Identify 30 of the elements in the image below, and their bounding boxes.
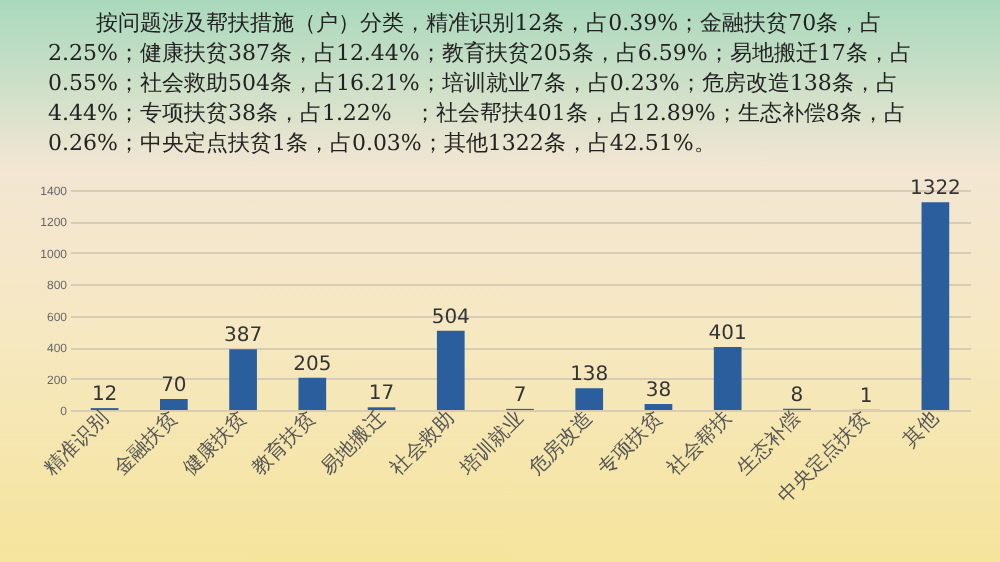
data-label: 401 — [708, 322, 747, 345]
bar — [229, 349, 257, 410]
x-tick-label: 危房改造 — [524, 406, 598, 481]
data-label: 8 — [790, 384, 804, 407]
x-tick-label: 其他 — [898, 406, 944, 452]
bar — [160, 399, 188, 410]
x-tick-label: 易地搬迁 — [316, 406, 391, 481]
data-label: 12 — [91, 384, 118, 407]
bar — [575, 388, 604, 410]
bar — [713, 346, 742, 410]
chart-title: 按问题涉及帮扶措施（户）分类，精准识别12条，占0.39%；金融扶贫70条，占2.25%；健康扶贫387条，占12.44%；教育扶贫205条，占6.59%；易地搬迁17条，占0.55%；社会救助504条，占16.21%；培训就业7条，占0.23%；危房改造138条，占4.44%；专项扶贫38条，占1.22% ；社会帮扶401条，占12.89%；生态补偿8条，占0.26%；中央定点扶贫1条，占0.03%；其他1322条，占42.51%。 — [48, 8, 914, 158]
data-label: 138 — [570, 364, 609, 387]
data-label: 504 — [431, 306, 470, 329]
data-label: 1 — [859, 385, 873, 408]
x-tick-label: 专项扶贫 — [593, 406, 667, 481]
bar — [298, 377, 327, 410]
data-label: 38 — [645, 380, 672, 403]
data-label: 1322 — [909, 178, 961, 201]
data-label: 205 — [293, 353, 332, 376]
x-tick-label: 教育扶贫 — [247, 406, 321, 481]
bar — [436, 330, 465, 410]
bar — [921, 202, 950, 410]
x-tick-label: 社会帮扶 — [662, 406, 737, 481]
data-label: 387 — [223, 325, 263, 348]
data-label: 70 — [161, 375, 187, 397]
x-tick-label: 健康扶贫 — [178, 406, 252, 481]
data-label: 17 — [368, 383, 395, 406]
data-label: 7 — [513, 384, 527, 407]
x-tick-label: 金融扶贫 — [108, 406, 183, 481]
bar — [644, 404, 673, 410]
